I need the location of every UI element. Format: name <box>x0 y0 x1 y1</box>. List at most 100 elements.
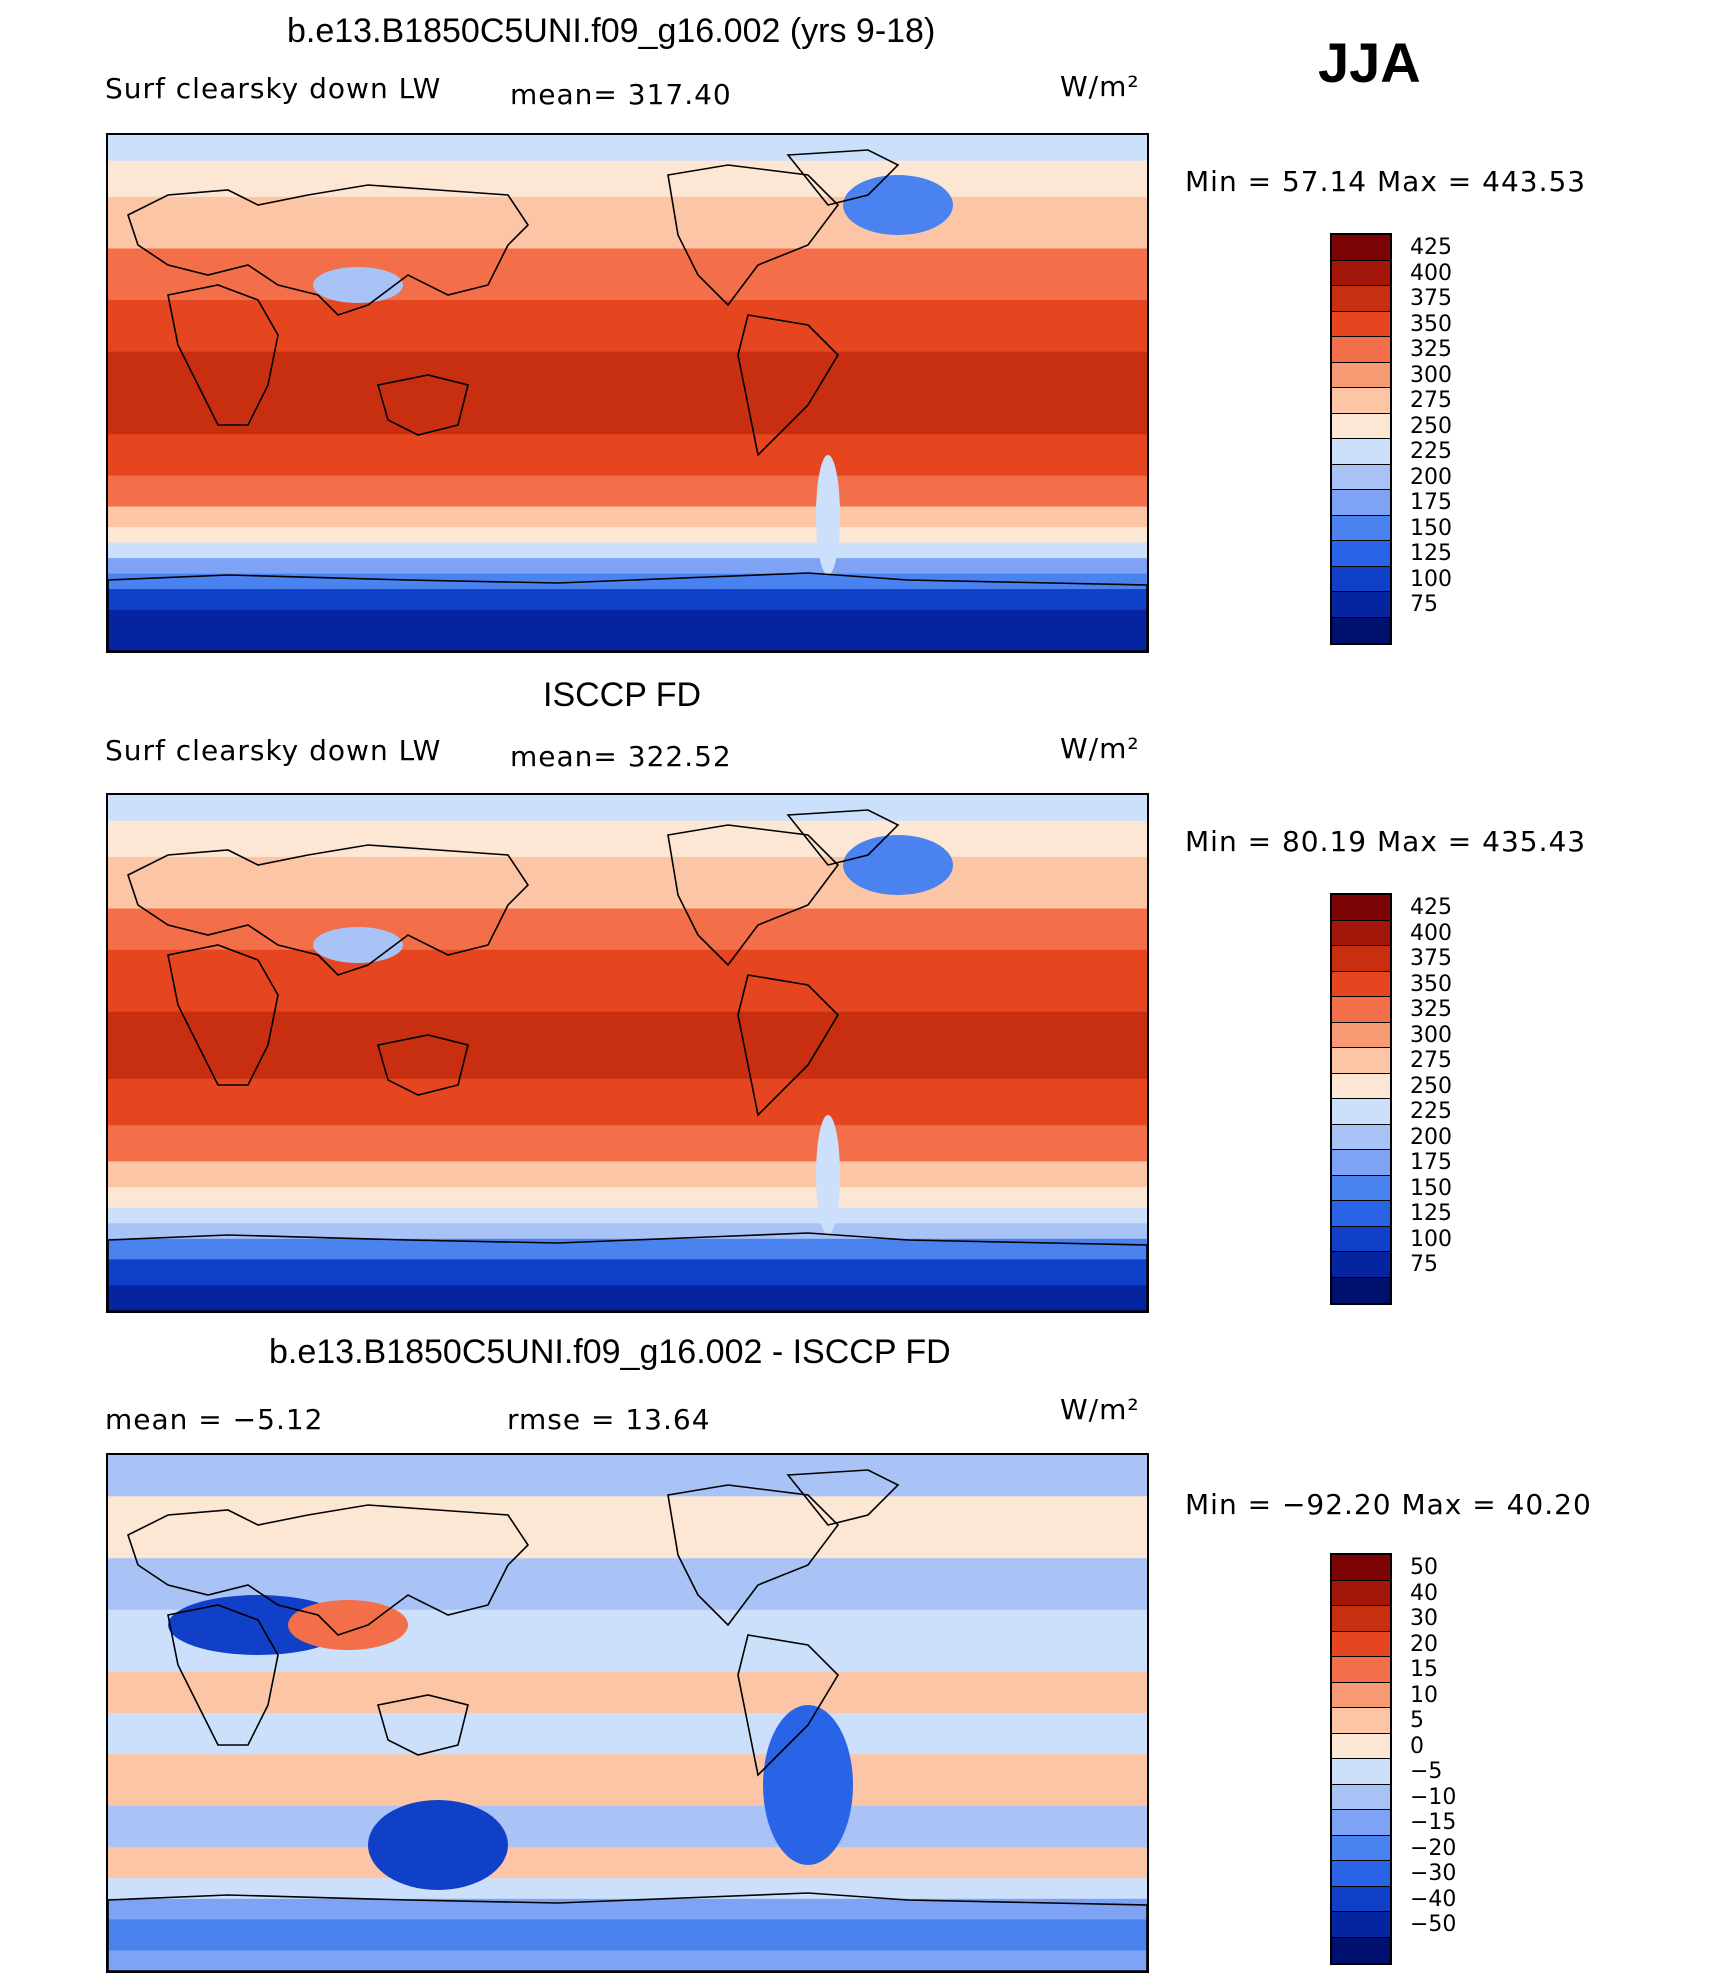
colorbar-tick-label: 375 <box>1410 946 1452 971</box>
field-band <box>108 351 1147 436</box>
colorbar-swatch <box>1332 439 1390 465</box>
colorbar-swatch <box>1332 515 1390 541</box>
field-band <box>108 795 1147 822</box>
colorbar-swatch <box>1332 1784 1390 1810</box>
coastline <box>737 974 840 1117</box>
colorbar-tick-label: 50 <box>1410 1555 1438 1580</box>
colorbar-tick-label: 75 <box>1410 1252 1438 1277</box>
colorbar-tick-label: −50 <box>1410 1912 1457 1937</box>
colorbar-tick-label: 325 <box>1410 997 1452 1022</box>
colorbar-tick-label: 100 <box>1410 566 1452 592</box>
field-band <box>108 248 1147 302</box>
colorbar-tick-label: −10 <box>1410 1784 1457 1810</box>
colorbar-swatch <box>1332 1631 1390 1657</box>
colorbar-tick-label: −20 <box>1410 1835 1457 1861</box>
colorbar <box>1330 1553 1392 1965</box>
map-panel-diff <box>106 1453 1149 1973</box>
field-band <box>108 434 1147 477</box>
colorbar-swatch <box>1332 337 1390 363</box>
coastline <box>786 1469 900 1526</box>
colorbar <box>1330 233 1392 645</box>
colorbar-swatch <box>1332 1022 1390 1048</box>
mean-label: mean = −5.12 <box>105 1403 324 1436</box>
mean-label: mean= 317.40 <box>510 78 732 111</box>
colorbar-swatch <box>1332 1252 1390 1278</box>
colorbar-swatch <box>1332 1759 1390 1785</box>
field-band <box>108 1011 1147 1080</box>
colorbar-swatch <box>1332 1073 1390 1099</box>
greenland-cold-region <box>843 175 953 235</box>
coastline <box>127 844 530 976</box>
map-svg <box>108 1455 1147 1971</box>
map-svg <box>108 135 1147 651</box>
colorbar-swatch <box>1332 260 1390 286</box>
tibet-cold-region <box>313 927 403 963</box>
colorbar-tick-label: 375 <box>1410 286 1452 311</box>
field-band <box>108 1078 1147 1127</box>
colorbar-swatch <box>1332 946 1390 972</box>
field-band <box>108 1805 1147 1849</box>
colorbar-tick-label: 5 <box>1410 1708 1424 1733</box>
colorbar-swatch <box>1332 1555 1390 1581</box>
units-label: W/m² <box>1060 732 1140 765</box>
colorbar-tick-label: 300 <box>1410 1022 1452 1048</box>
coastline <box>376 374 469 436</box>
variable-label: Surf clearsky down LW <box>105 72 442 105</box>
colorbar-tick-label: 200 <box>1410 464 1452 490</box>
greenland-cold-region <box>843 835 953 895</box>
field-band <box>108 1496 1147 1560</box>
colorbar-swatch <box>1332 1580 1390 1606</box>
field-band <box>108 609 1147 651</box>
coastline <box>167 1604 279 1746</box>
colorbar-tick-label: 125 <box>1410 541 1452 566</box>
minmax-label: Min = −92.20 Max = 40.20 <box>1185 1488 1592 1521</box>
map-panel-model <box>106 133 1149 653</box>
colorbar-tick-label: 350 <box>1410 971 1452 997</box>
mean-label: mean= 322.52 <box>510 740 732 773</box>
field-band <box>108 1125 1147 1163</box>
andes-cold-region <box>816 1115 840 1235</box>
minmax-label: Min = 80.19 Max = 435.43 <box>1185 825 1587 858</box>
colorbar-tick-label: −15 <box>1410 1810 1457 1835</box>
colorbar-tick-label: 275 <box>1410 388 1452 413</box>
variable-label: Surf clearsky down LW <box>105 734 442 767</box>
colorbar-tick-label: 100 <box>1410 1226 1452 1252</box>
colorbar-swatch <box>1332 971 1390 997</box>
colorbar-swatch <box>1332 617 1390 643</box>
colorbar-swatch <box>1332 1150 1390 1176</box>
colorbar-swatch <box>1332 286 1390 312</box>
colorbar-swatch <box>1332 997 1390 1023</box>
colorbar-tick-label: 250 <box>1410 1073 1452 1099</box>
field-band <box>108 820 1147 858</box>
colorbar-swatch <box>1332 413 1390 439</box>
colorbar-swatch <box>1332 1175 1390 1201</box>
field-band <box>108 527 1147 544</box>
coastline <box>667 164 840 307</box>
coastline <box>108 1232 1147 1311</box>
field-band <box>108 1238 1147 1261</box>
minmax-label: Min = 57.14 Max = 443.53 <box>1185 165 1587 198</box>
coastline <box>786 809 900 866</box>
colorbar-swatch <box>1332 1226 1390 1252</box>
colorbar-swatch <box>1332 1682 1390 1708</box>
colorbar-tick-label: −40 <box>1410 1886 1457 1912</box>
colorbar-swatch <box>1332 235 1390 261</box>
colorbar-tick-label: 0 <box>1410 1733 1424 1759</box>
panel-title: b.e13.B1850C5UNI.f09_g16.002 - ISCCP FD <box>269 1333 951 1371</box>
colorbar-tick-label: 425 <box>1410 235 1452 260</box>
coastline <box>667 1484 840 1627</box>
colorbar-tick-label: 225 <box>1410 439 1452 464</box>
colorbar <box>1330 893 1392 1305</box>
colorbar-swatch <box>1332 1708 1390 1734</box>
colorbar-tick-label: 175 <box>1410 490 1452 515</box>
field-band <box>108 1950 1147 1971</box>
coastline <box>167 284 279 426</box>
colorbar-swatch <box>1332 311 1390 337</box>
colorbar-tick-label: 250 <box>1410 413 1452 439</box>
colorbar-swatch <box>1332 464 1390 490</box>
asia-warm-bias-region <box>288 1600 408 1650</box>
coastline <box>108 572 1147 651</box>
colorbar-tick-label: 425 <box>1410 895 1452 920</box>
coastline <box>786 149 900 206</box>
colorbar-swatch <box>1332 1657 1390 1683</box>
